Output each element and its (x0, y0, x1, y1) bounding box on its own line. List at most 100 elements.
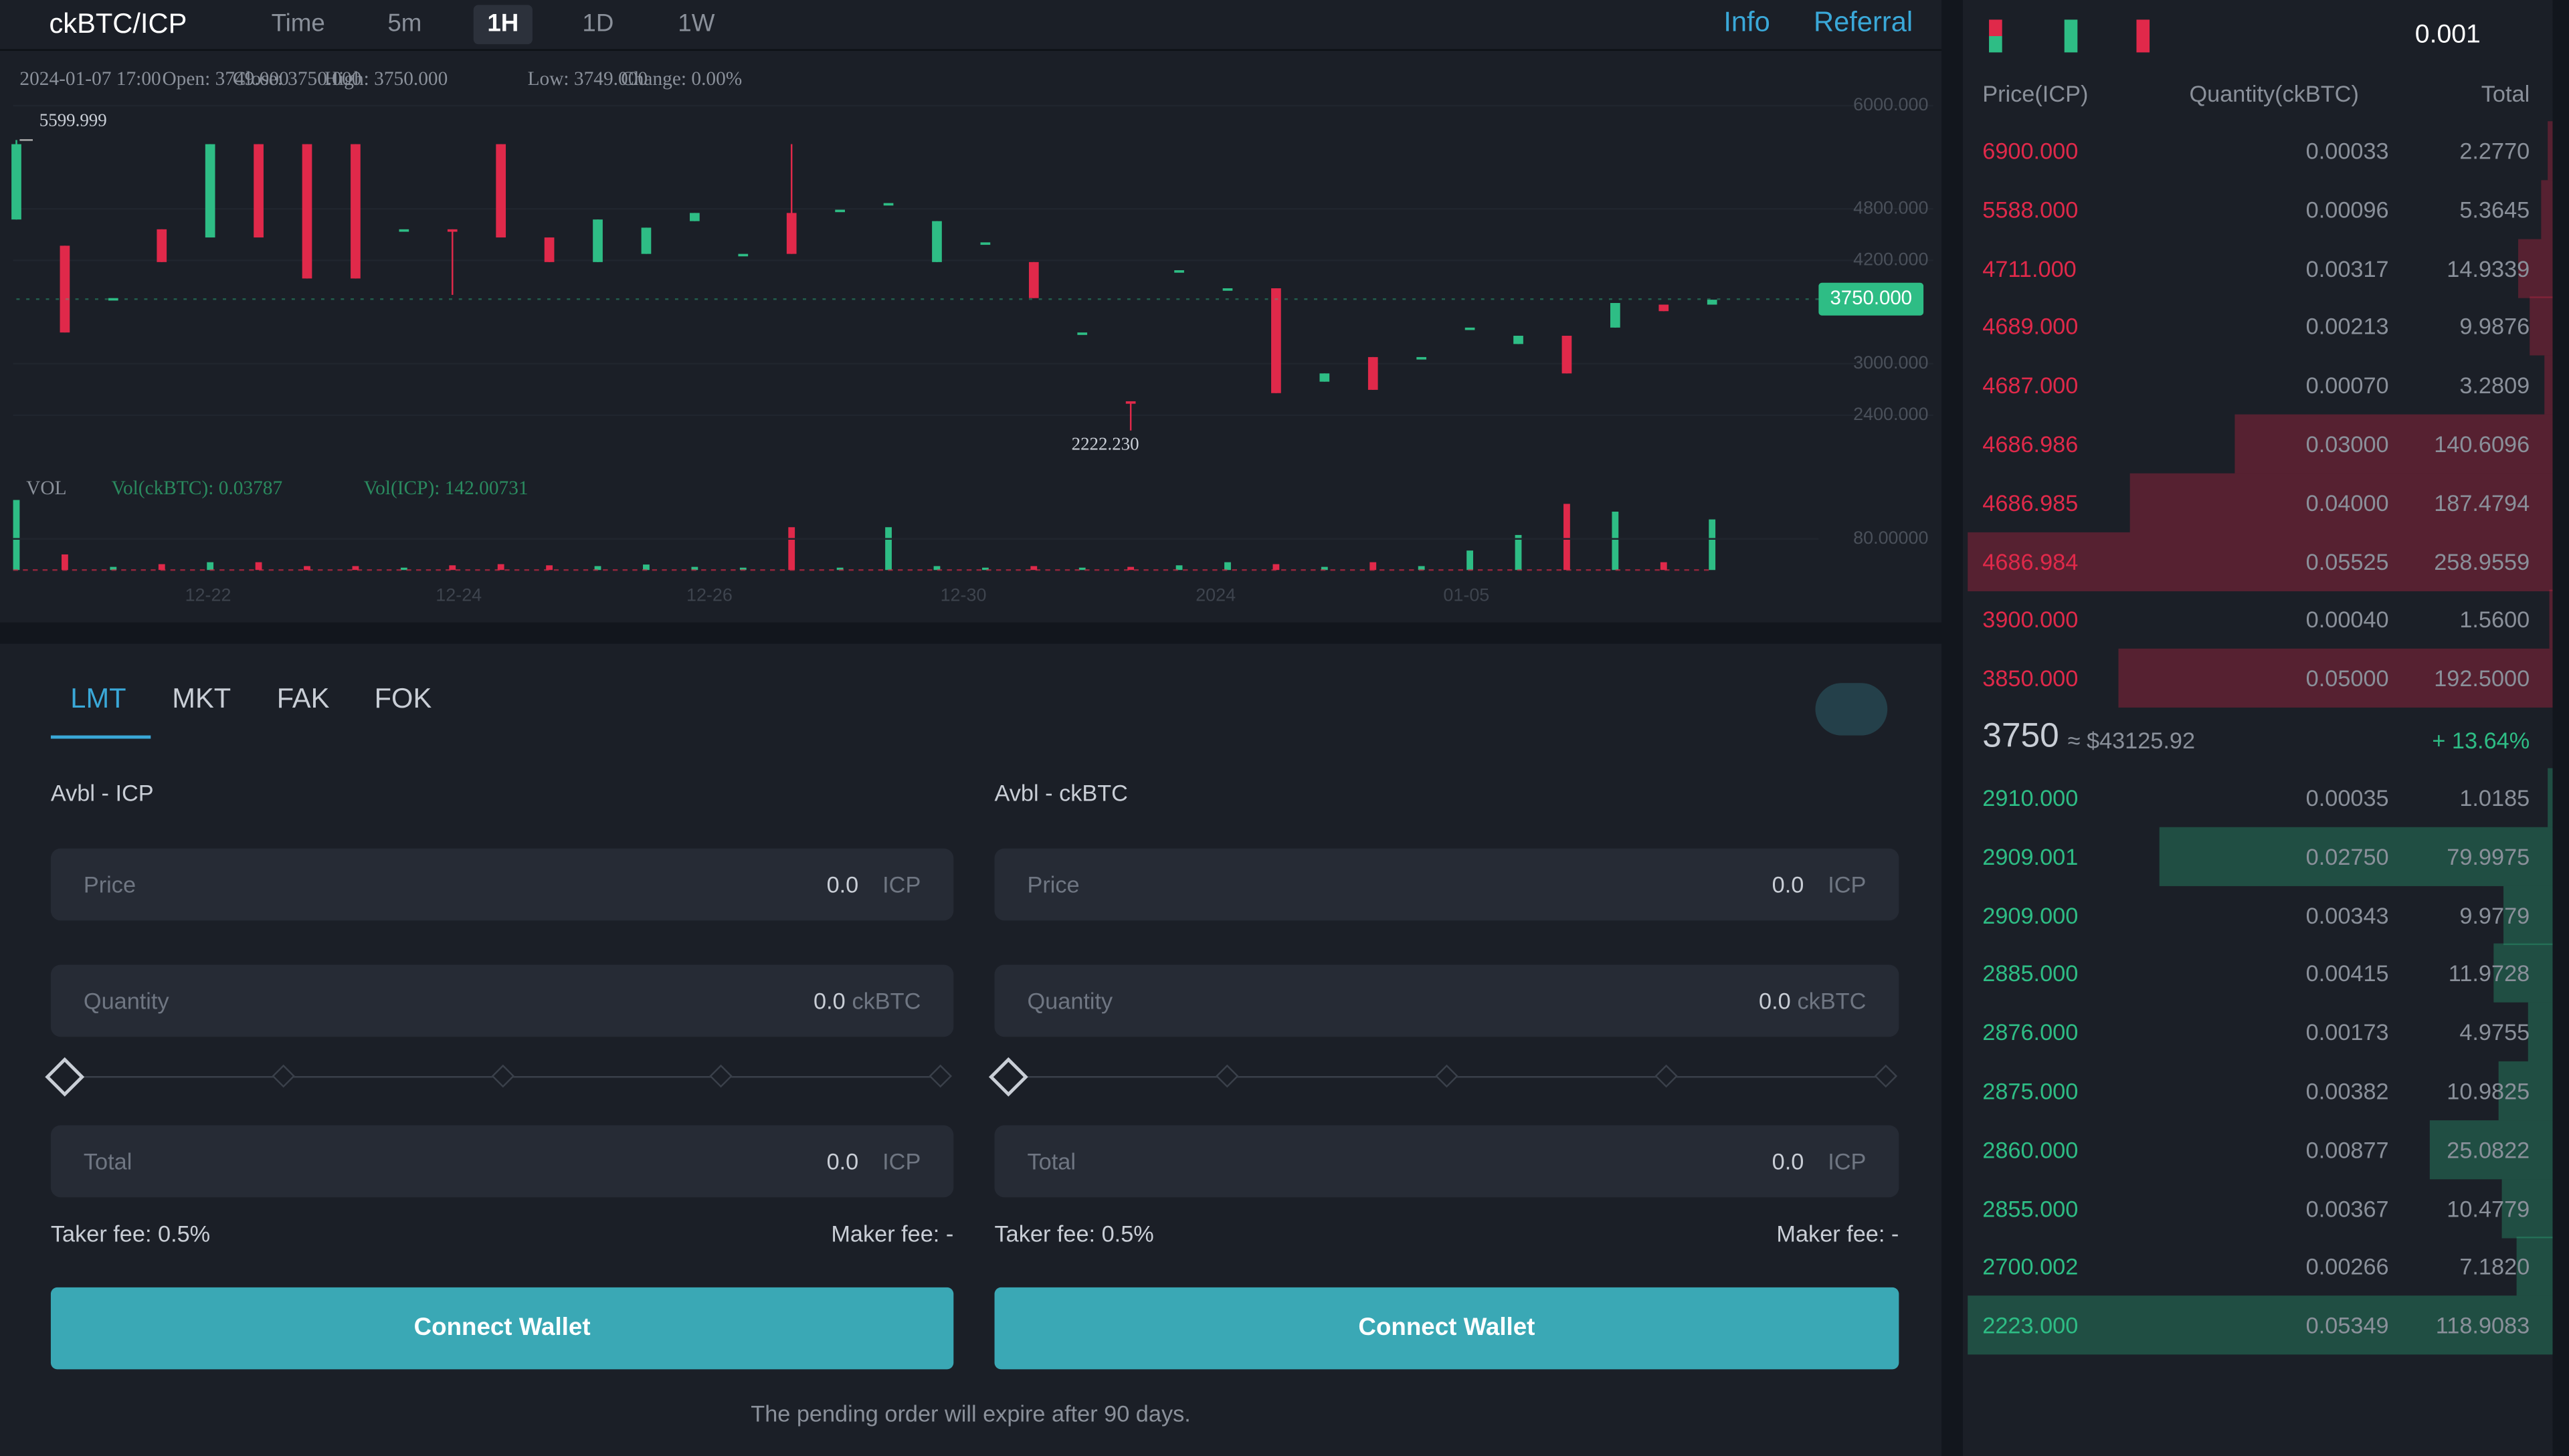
chart-panel: 2024-01-07 17:00 Open: 3749.000 Close: 375… (0, 0, 1942, 623)
volume-bar (400, 567, 407, 570)
volume-bar (691, 566, 698, 570)
candle-body (1561, 336, 1572, 374)
slider-step[interactable] (1215, 1064, 1239, 1088)
view-asks[interactable] (2136, 19, 2150, 53)
total: 3.2809 (2459, 372, 2530, 399)
depth-bar (2501, 1178, 2553, 1238)
book-row[interactable]: 4711.000 0.00317 14.9339 (1963, 238, 2553, 298)
interval-tab[interactable]: 1W (678, 9, 715, 38)
price: 5588.000 (1982, 196, 2079, 223)
quantity: 0.00213 (2305, 313, 2389, 340)
field-label: Price (83, 871, 136, 898)
volume-bar (207, 562, 214, 570)
view-both[interactable] (1989, 19, 2002, 53)
volume-bar (1418, 566, 1425, 570)
taker-fee: Taker fee: 0.5% (994, 1220, 1154, 1247)
slider-step[interactable] (490, 1064, 514, 1088)
slider-step[interactable] (45, 1057, 85, 1097)
price: 4686.984 (1982, 548, 2079, 575)
icon-button[interactable] (1815, 683, 1888, 736)
slider-step[interactable] (709, 1064, 733, 1088)
connect-button[interactable]: Connect Wallet (50, 1287, 954, 1370)
interval-tab[interactable]: 1D (582, 9, 614, 38)
price: 3850.000 (1982, 665, 2079, 692)
book-row[interactable]: 4687.000 0.00070 3.2809 (1963, 355, 2553, 415)
book-row[interactable]: 3850.000 0.05000 192.5000 (1963, 649, 2553, 708)
book-row[interactable]: 2909.000 0.00343 9.9779 (1963, 885, 2553, 945)
interval-tab[interactable]: 1H (473, 5, 533, 45)
header-link[interactable]: Referral (1814, 6, 1913, 38)
book-row[interactable]: 2860.000 0.00877 25.0822 (1963, 1120, 2553, 1179)
candle-body (60, 245, 70, 333)
column-header: Quantity(ckBTC) (2189, 80, 2359, 107)
order-tab[interactable]: LMT (70, 683, 126, 714)
book-row[interactable]: 2875.000 0.00382 10.9825 (1963, 1061, 2553, 1121)
slider-step[interactable] (1874, 1064, 1898, 1088)
candle-body (980, 242, 991, 245)
book-row[interactable]: 6900.000 0.00033 2.2770 (1963, 121, 2553, 181)
input-field[interactable]: Price 0.0 ICP (50, 848, 954, 921)
order-tab[interactable]: MKT (172, 683, 231, 714)
slider-step[interactable] (271, 1064, 295, 1088)
last-price: 3750 (1982, 717, 2059, 755)
input-field[interactable]: Price 0.0 ICP (994, 848, 1899, 921)
book-row[interactable]: 4686.984 0.05525 258.9559 (1963, 531, 2553, 591)
slider-step[interactable] (988, 1057, 1028, 1097)
order-form: The pending order will expire after 90 d… (0, 643, 1942, 1456)
depth-bar (2530, 297, 2553, 356)
available: Avbl - ICP (50, 779, 154, 806)
candle-body (1367, 356, 1378, 390)
book-row[interactable]: 4686.985 0.04000 187.4794 (1963, 473, 2553, 532)
volume-bar (158, 564, 165, 570)
input-field[interactable]: Total 0.0 ICP (994, 1125, 1899, 1198)
book-row[interactable]: 5588.000 0.00096 5.3645 (1963, 179, 2553, 239)
book-row[interactable]: 2909.001 0.02750 79.9975 (1963, 827, 2553, 886)
order-tab[interactable]: FAK (276, 683, 330, 714)
candle-body (932, 221, 942, 262)
book-row[interactable]: 2700.002 0.00266 7.1820 (1963, 1237, 2553, 1297)
slider-step[interactable] (1435, 1064, 1458, 1088)
candle-body (1513, 336, 1523, 344)
precision[interactable]: 0.001 (2414, 21, 2481, 49)
field-value: 0.0 (826, 871, 859, 898)
slider-step[interactable] (1654, 1064, 1678, 1088)
y-tick-label: 4800.000 (1853, 197, 1928, 217)
book-row[interactable]: 3900.000 0.00040 1.5600 (1963, 590, 2553, 649)
price: 2910.000 (1982, 785, 2079, 811)
price: 2876.000 (1982, 1019, 2079, 1045)
candle-body (11, 144, 21, 220)
volume-bar (110, 566, 117, 570)
candle-body (1174, 270, 1184, 273)
field-unit: ICP (1828, 871, 1867, 898)
book-row[interactable]: 2855.000 0.00367 10.4779 (1963, 1178, 2553, 1238)
book-row[interactable]: 2223.000 0.05349 118.9083 (1963, 1295, 2553, 1355)
field-label: Quantity (1027, 987, 1113, 1014)
header-link[interactable]: Info (1723, 6, 1770, 38)
candle-body (205, 144, 215, 238)
total: 14.9339 (2447, 255, 2530, 282)
view-bids[interactable] (2064, 19, 2078, 53)
book-row[interactable]: 2876.000 0.00173 4.9755 (1963, 1003, 2553, 1062)
connect-button[interactable]: Connect Wallet (994, 1287, 1899, 1370)
volume-bar (1466, 550, 1473, 570)
book-row[interactable]: 4689.000 0.00213 9.9876 (1963, 297, 2553, 356)
input-field[interactable]: Quantity 0.0 ckBTC (994, 964, 1899, 1037)
candle-body (1077, 332, 1088, 335)
max-label: 5599.999 (39, 110, 107, 130)
order-tab[interactable]: FOK (374, 683, 432, 714)
input-field[interactable]: Total 0.0 ICP (50, 1125, 954, 1198)
last-price-label: 3750.000 (1830, 287, 1912, 309)
slider-step[interactable] (929, 1064, 953, 1088)
y-tick-label: 4200.000 (1853, 249, 1928, 269)
candle-body (1464, 327, 1475, 330)
input-field[interactable]: Quantity 0.0 ckBTC (50, 964, 954, 1037)
book-row[interactable]: 2885.000 0.00415 11.9728 (1963, 944, 2553, 1003)
candle-body (254, 144, 264, 238)
depth-bar (2498, 1061, 2553, 1121)
depth-bar (1968, 531, 2553, 591)
book-row[interactable]: 4686.986 0.03000 140.6096 (1963, 414, 2553, 474)
interval-tab[interactable]: Time (271, 9, 325, 38)
interval-tab[interactable]: 5m (387, 9, 422, 38)
book-row[interactable]: 2910.000 0.00035 1.0185 (1963, 768, 2553, 827)
candle-body (544, 237, 555, 262)
